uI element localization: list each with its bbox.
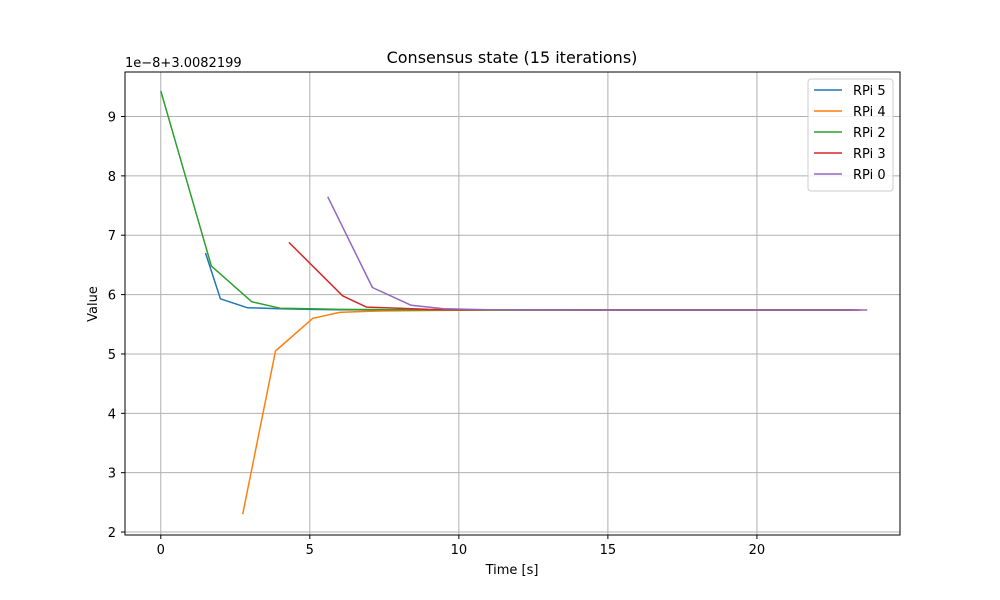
x-axis-label: Time [s] [485,563,539,578]
series-line-rpi-3 [288,241,859,311]
x-tick-label: 20 [749,543,766,558]
y-tick-label: 3 [108,467,116,482]
axis-ticks: 0 5 10 15 20 2 3 4 5 6 7 8 9 [108,111,765,558]
legend-label: RPi 4 [853,105,886,120]
grid [125,72,900,535]
y-tick-label: 8 [108,170,116,185]
x-tick-label: 0 [157,543,165,558]
series-line-rpi-0 [327,196,868,311]
x-tick-label: 5 [306,543,314,558]
legend-label: RPi 5 [853,84,886,99]
y-tick-label: 5 [108,348,116,363]
x-tick-label: 15 [600,543,617,558]
legend-label: RPi 2 [853,126,886,141]
series-line-rpi-2 [160,90,847,311]
series-line-rpi-5 [204,252,853,311]
plot-area-frame [124,71,901,536]
legend: RPi 5 RPi 4 RPi 2 RPi 3 RPi 0 [807,78,894,192]
y-axis-offset-label: 1e−8+3.0082199 [125,56,242,71]
series-line-rpi-4 [241,309,862,515]
chart-title: Consensus state (15 iterations) [387,48,638,67]
legend-box [807,78,894,192]
legend-label: RPi 3 [853,147,886,162]
y-tick-label: 9 [108,111,116,126]
y-tick-label: 4 [108,407,116,422]
y-tick-label: 7 [108,229,116,244]
x-tick-label: 10 [451,543,468,558]
y-axis-label: Value [86,286,101,322]
legend-label: RPi 0 [853,168,886,183]
series-layer [160,90,868,515]
y-tick-label: 2 [108,526,116,541]
y-tick-label: 6 [108,289,116,304]
